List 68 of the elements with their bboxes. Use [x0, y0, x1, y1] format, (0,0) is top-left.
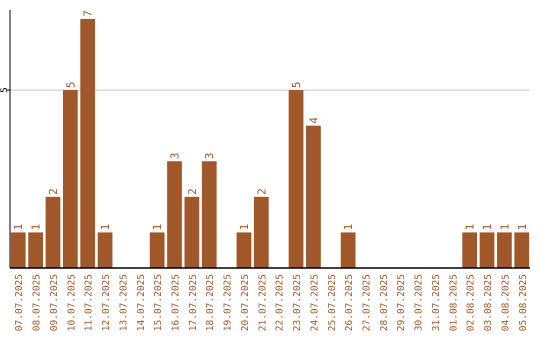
x-tick-label: 20.07.2025 — [240, 274, 251, 332]
x-tick-label: 30.07.2025 — [414, 274, 425, 332]
data-label: 5 — [64, 81, 78, 88]
x-tick-label: 10.07.2025 — [66, 274, 78, 332]
bar — [202, 161, 217, 268]
x-tick-label: 12.07.2025 — [101, 274, 112, 332]
bar — [497, 232, 512, 268]
x-tick-label: 09.07.2025 — [48, 274, 60, 332]
bar — [480, 232, 494, 268]
x-tick-label: 16.07.2025 — [170, 274, 182, 332]
bar — [150, 232, 165, 268]
bar — [306, 126, 321, 268]
x-tick-label: 28.07.2025 — [378, 274, 390, 332]
bar — [236, 232, 252, 268]
bar — [184, 196, 200, 268]
x-tick-label: 29.07.2025 — [396, 274, 408, 332]
bar — [62, 90, 78, 268]
x-tick-label: 24.07.2025 — [309, 274, 320, 332]
data-label: 2 — [255, 188, 268, 195]
data-label: 2 — [46, 188, 60, 195]
x-tick-label: 02.08.2025 — [466, 274, 477, 332]
x-tick-label: 23.07.2025 — [292, 274, 304, 332]
x-tick-label: 01.08.2025 — [448, 274, 460, 332]
x-tick-label: 08.07.2025 — [32, 274, 43, 332]
x-tick-label: 07.07.2025 — [14, 274, 26, 332]
x-tick-label: 22.07.2025 — [274, 274, 286, 332]
x-tick-label: 17.07.2025 — [188, 274, 199, 332]
bar — [462, 232, 478, 268]
bar — [340, 232, 356, 268]
x-tick-label: 05.08.2025 — [518, 274, 529, 332]
data-label: 1 — [151, 224, 164, 230]
bar — [288, 90, 304, 268]
data-label: 5 — [290, 81, 304, 88]
bar — [98, 232, 112, 268]
x-tick-label: 11.07.2025 — [84, 274, 95, 332]
x-tick-label: 13.07.2025 — [118, 274, 130, 332]
data-label: 1 — [516, 224, 529, 230]
bar — [10, 232, 26, 268]
bar — [80, 18, 96, 268]
data-label: 1 — [498, 224, 512, 230]
data-label: 7 — [82, 10, 95, 17]
x-tick-label: 21.07.2025 — [257, 274, 268, 332]
bar — [254, 196, 269, 268]
data-label: 1 — [464, 224, 477, 230]
data-label: 1 — [12, 224, 26, 230]
x-tick-label: 31.07.2025 — [430, 274, 442, 332]
data-label: 1 — [99, 224, 112, 230]
data-label: 3 — [203, 152, 216, 160]
x-tick-label: 26.07.2025 — [344, 274, 356, 332]
data-label: 1 — [481, 224, 494, 230]
x-tick-label: 25.07.2025 — [326, 274, 338, 332]
bar — [46, 196, 60, 268]
bar — [28, 232, 43, 268]
data-label: 4 — [307, 116, 320, 124]
data-label: 3 — [168, 152, 182, 160]
x-tick-label: 03.08.2025 — [483, 274, 494, 332]
data-label: 1 — [238, 224, 251, 230]
x-tick-label: 15.07.2025 — [153, 274, 164, 332]
x-tick-label: 04.08.2025 — [500, 274, 512, 332]
data-label: 2 — [186, 188, 199, 195]
bar — [514, 232, 530, 268]
x-tick-label: 19.07.2025 — [222, 274, 234, 332]
data-label: 1 — [342, 224, 356, 230]
bar — [167, 161, 182, 268]
x-tick-label: 27.07.2025 — [361, 274, 372, 332]
data-label: 1 — [30, 224, 43, 230]
x-tick-label: 18.07.2025 — [205, 274, 216, 332]
x-tick-label: 14.07.2025 — [136, 274, 147, 332]
